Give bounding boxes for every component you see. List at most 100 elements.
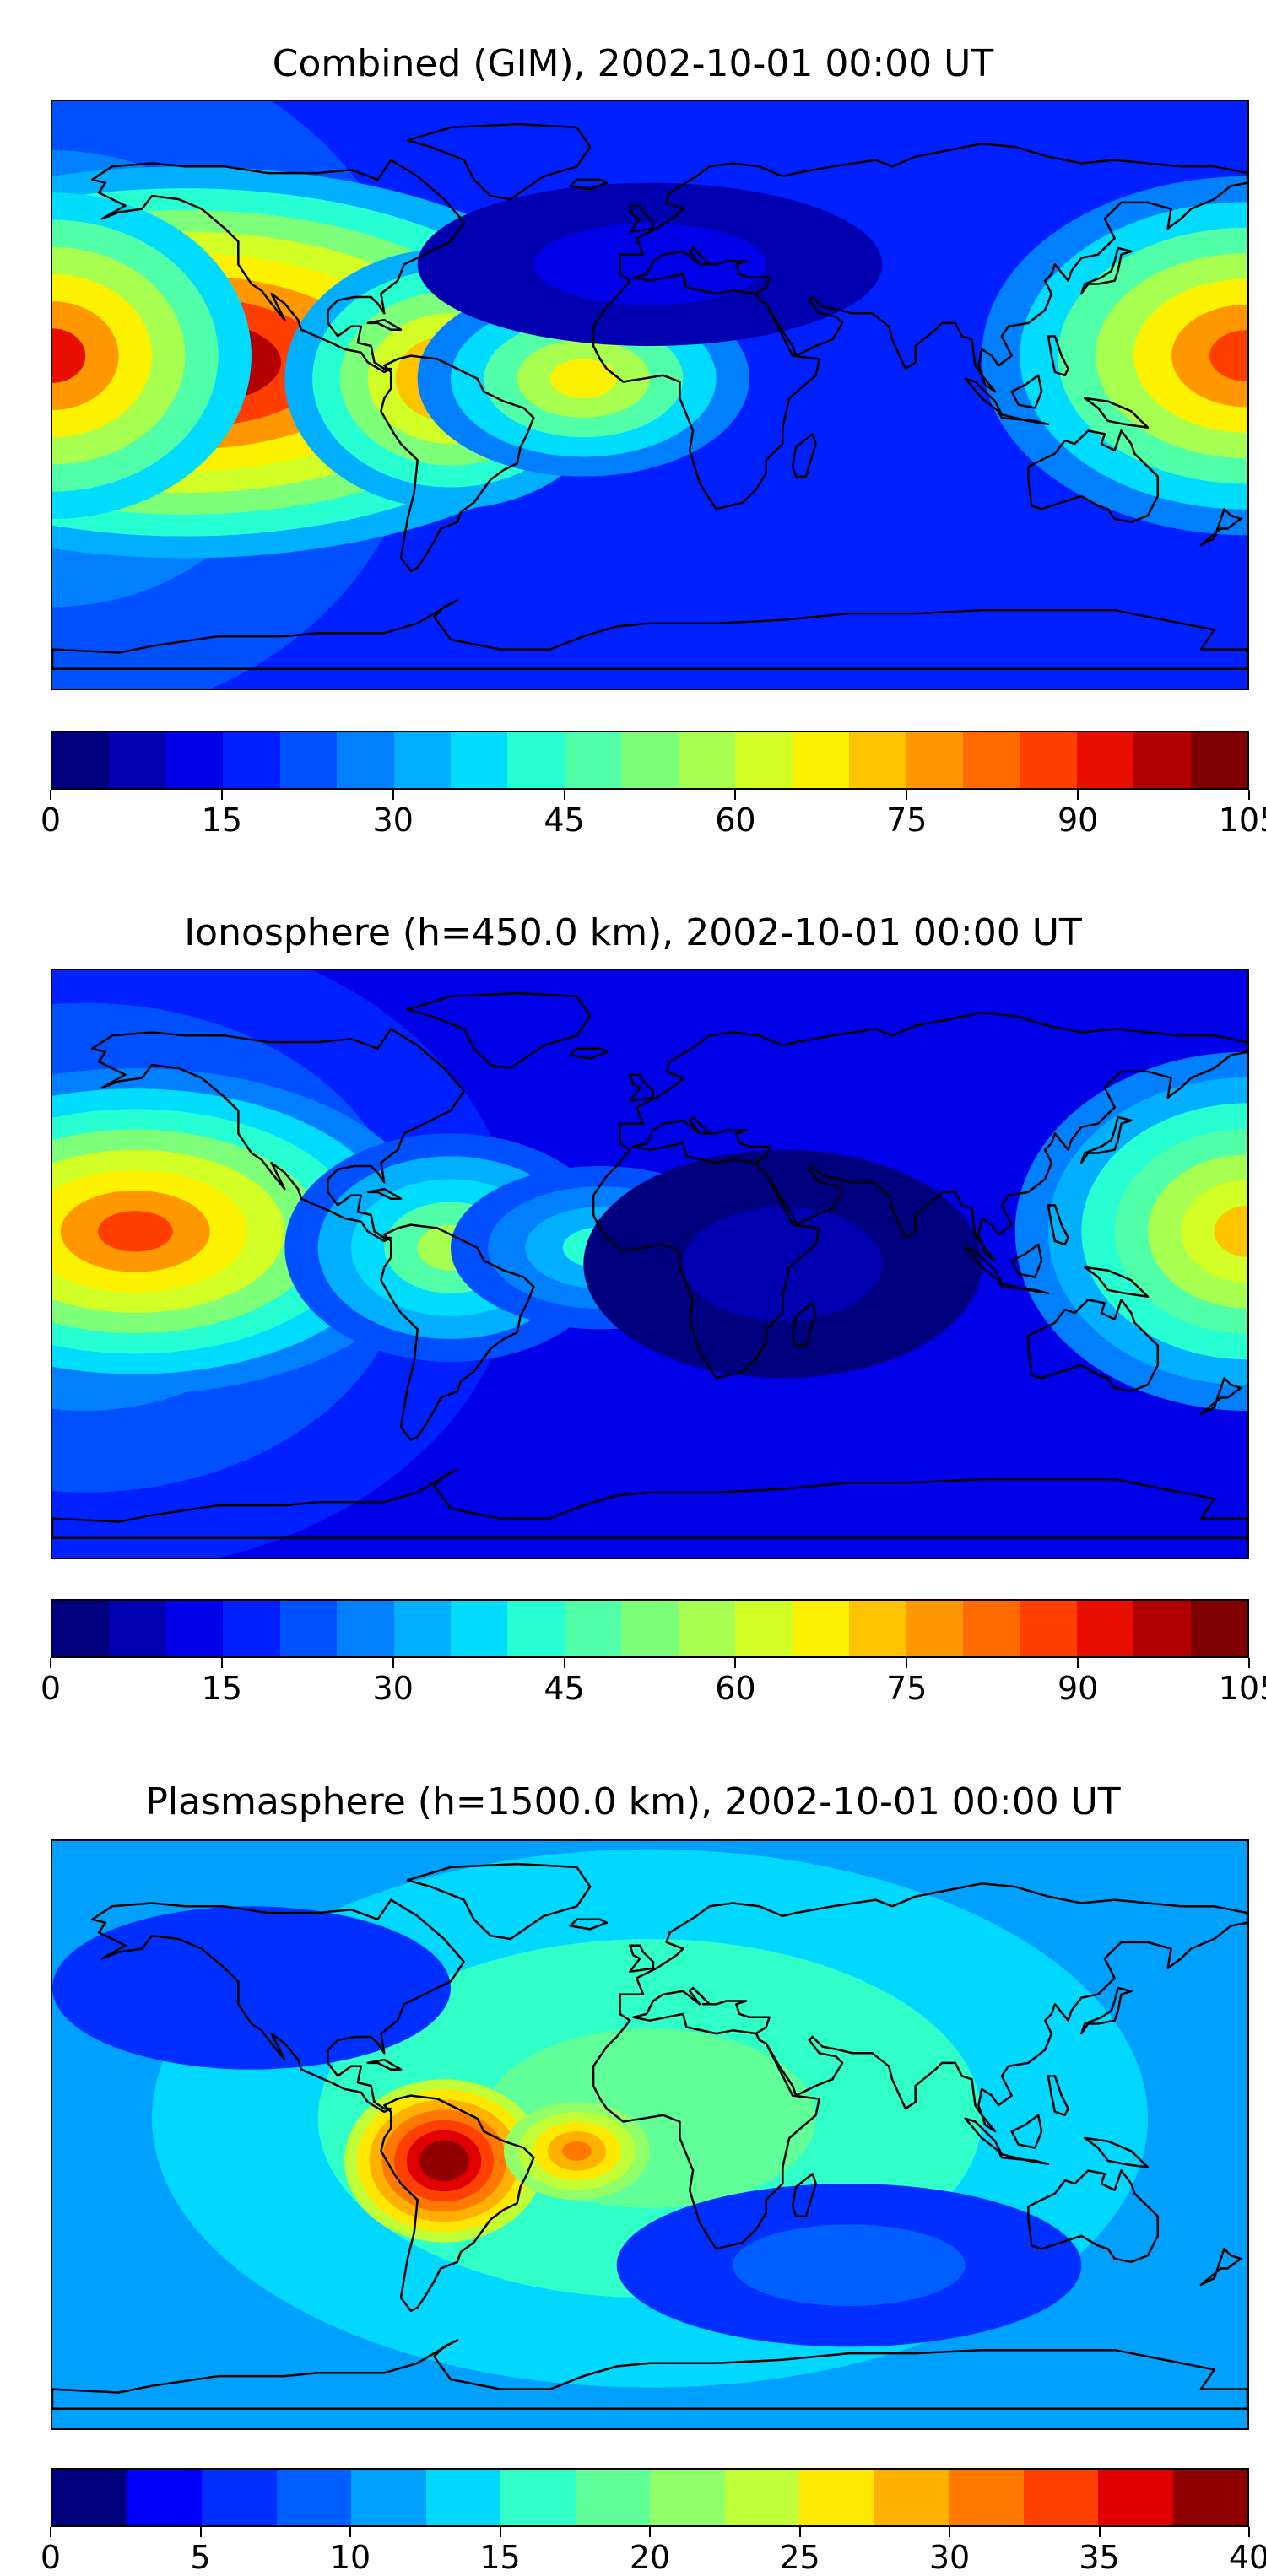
colorbar-segment [279, 732, 338, 788]
coastline-iceland [569, 1918, 609, 1931]
colorbar-tick [392, 1658, 394, 1668]
colorbar-tick [563, 790, 565, 800]
colorbar [51, 731, 1249, 790]
coastline-greenland [406, 1862, 592, 1941]
colorbar-tick-label: 0 [40, 2539, 62, 2576]
colorbar-segment [109, 732, 167, 788]
tec-north-low [417, 182, 883, 346]
colorbar-tick [199, 2527, 202, 2537]
coastline-africa-eurasia [592, 1882, 1247, 2250]
colorbar-segment [564, 1601, 623, 1656]
colorbar-segment [1076, 732, 1135, 788]
coastline-south-america [380, 354, 535, 573]
colorbar-tick [798, 2527, 801, 2537]
colorbar-segment [678, 732, 737, 788]
coastline-japan [1080, 246, 1133, 295]
colorbar-tick-label: 15 [201, 1670, 243, 1707]
colorbar-tick-label: 105 [1218, 1670, 1266, 1707]
colorbar-tick [50, 2527, 51, 2537]
colorbar-segment [962, 732, 1021, 788]
coastline-philippines [1047, 335, 1069, 377]
colorbar-segment [799, 2470, 875, 2525]
colorbar-tick [1077, 790, 1079, 800]
tec-west-pacific-maximum [1014, 1051, 1247, 1411]
coastline-madagascar [791, 1302, 817, 1347]
coastline-north-america [90, 1028, 465, 1243]
tec-indian-ocean-low [616, 2184, 1082, 2347]
coastline-new-zealand [1199, 2248, 1242, 2287]
colorbar-segment [735, 1601, 793, 1656]
coastline-australia [1027, 2169, 1160, 2264]
coastline-borneo [1010, 1243, 1043, 1278]
coastline-uk [629, 1073, 655, 1102]
coastline-australia [1027, 1299, 1160, 1393]
colorbar-segment [678, 1601, 737, 1656]
colorbar-segment [393, 732, 452, 788]
colorbar-segment [1190, 732, 1247, 788]
tec-atlantic-maximum [503, 2102, 650, 2201]
colorbar-tick [906, 790, 908, 800]
colorbar-segment [792, 732, 850, 788]
colorbar-tick-label: 90 [1057, 1670, 1099, 1707]
map-combined [51, 100, 1249, 690]
coastline-philippines [1047, 2075, 1069, 2117]
coastline-indonesia [964, 1246, 1050, 1295]
coastline-africa-eurasia [592, 143, 1247, 510]
colorbar-tick-label: 35 [1079, 2539, 1120, 2576]
colorbar-segment [1076, 1601, 1135, 1656]
colorbar-segment [906, 1601, 964, 1656]
colorbar-segment [1098, 2470, 1174, 2525]
coastline-new-guinea [1084, 2136, 1150, 2168]
tec-west-pacific-maximum [982, 176, 1247, 536]
colorbar-segment [621, 732, 679, 788]
colorbar-tick [1248, 2527, 1250, 2537]
colorbar-segment [52, 2470, 128, 2525]
coastline-antarctica [52, 2339, 1247, 2411]
coastline-australia [1027, 429, 1160, 524]
colorbar-segment [165, 732, 225, 788]
map-ionosphere [51, 969, 1249, 1559]
colorbar-segment [874, 2470, 950, 2525]
colorbar-tick-label: 10 [329, 2539, 371, 2576]
colorbar-tick [563, 1658, 565, 1668]
colorbar-tick-label: 105 [1218, 802, 1266, 839]
coastline-madagascar [791, 433, 817, 478]
colorbar [51, 1599, 1249, 1658]
colorbar-segment [792, 1601, 850, 1656]
colorbar-tick-label: 20 [629, 2539, 671, 2576]
colorbar-segment [165, 1601, 225, 1656]
coastline-new-zealand [1199, 1377, 1242, 1416]
colorbar-segment [337, 1601, 395, 1656]
colorbar-segment [564, 732, 623, 788]
colorbar-segment [849, 732, 907, 788]
colorbar-tick-label: 25 [779, 2539, 820, 2576]
colorbar-tick [734, 790, 737, 800]
colorbar-segment [507, 732, 565, 788]
colorbar-segment [1023, 2470, 1099, 2525]
colorbar-tick-label: 75 [886, 1670, 928, 1707]
coastline-antarctica [52, 599, 1247, 671]
coastline-cuba [366, 318, 403, 331]
colorbar-segment [724, 2470, 800, 2525]
colorbar-segment [1020, 732, 1078, 788]
colorbar-tick-label: 30 [928, 2539, 971, 2576]
coastline-borneo [1010, 374, 1043, 409]
colorbar-tick-label: 0 [40, 802, 62, 839]
colorbar-segment [351, 2470, 427, 2525]
colorbar-tick [1248, 790, 1250, 800]
colorbar-segment [500, 2470, 576, 2525]
colorbar-segment [621, 1601, 679, 1656]
colorbar-tick [499, 2527, 501, 2537]
colorbar-segment [276, 2470, 352, 2525]
colorbar-tick-label: 5 [190, 2539, 211, 2576]
colorbar-tick [349, 2527, 351, 2537]
colorbar-tick-label: 60 [715, 802, 756, 839]
colorbar-tick-label: 30 [372, 802, 414, 839]
map-title: Ionosphere (h=450.0 km), 2002-10-01 00:0… [184, 911, 1082, 954]
coastline-greenland [406, 122, 592, 201]
tec-dateline-maximum-west [52, 192, 252, 519]
colorbar-tick [392, 790, 394, 800]
colorbar-segment [507, 1601, 565, 1656]
colorbar-segment [1172, 2470, 1247, 2525]
colorbar-segment [223, 732, 281, 788]
